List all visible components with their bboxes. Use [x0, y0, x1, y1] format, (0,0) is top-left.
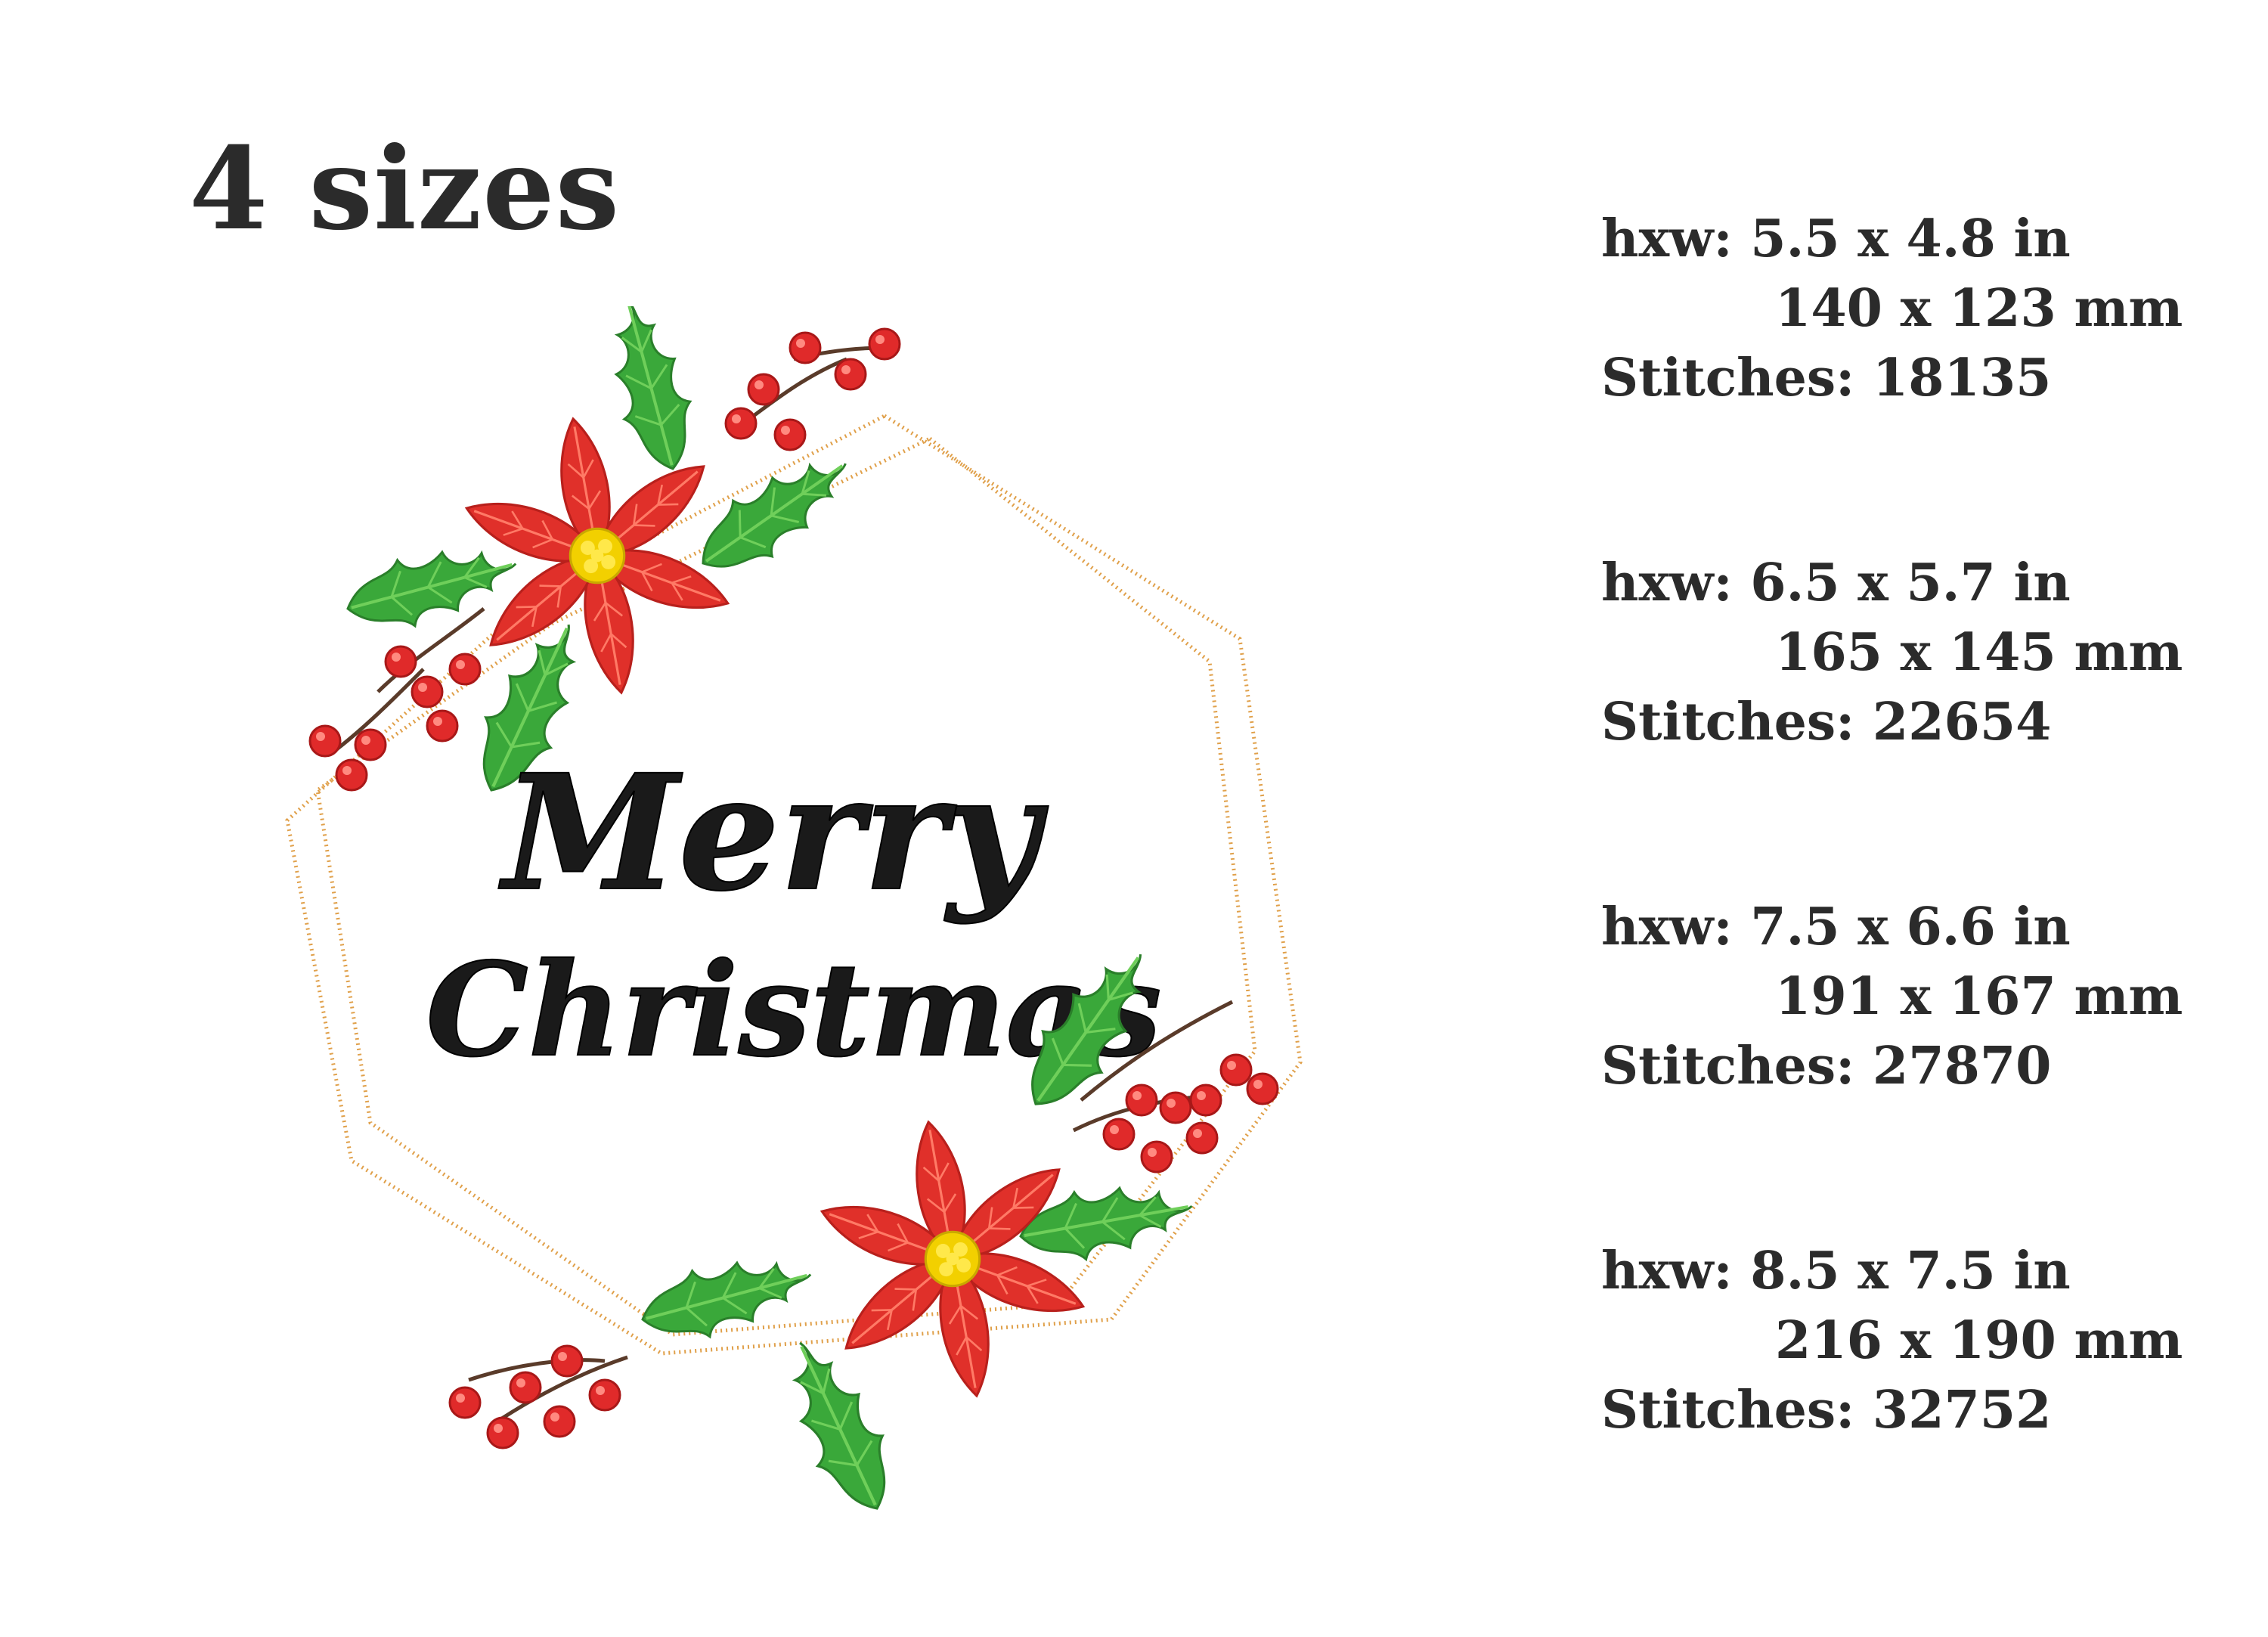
- page-title: 4 sizes: [189, 122, 621, 256]
- top-poinsettia-cluster: [308, 290, 901, 805]
- size-1-stitches: Stitches: 18135: [1601, 348, 2052, 408]
- size-1-hxw: hxw: 5.5 x 4.8 in: [1601, 209, 2071, 269]
- size-3-stitches: Stitches: 27870: [1601, 1036, 2052, 1096]
- size-4-stitches: Stitches: 32752: [1601, 1380, 2052, 1440]
- size-2-stitches: Stitches: 22654: [1601, 692, 2052, 752]
- size-3-hxw: hxw: 7.5 x 6.6 in: [1601, 897, 2071, 957]
- lettering-merry: Merry: [498, 739, 1049, 926]
- size-2-mm: 165 x 145 mm: [1775, 622, 2183, 683]
- gold-hexagon-frame: [285, 414, 1303, 1356]
- size-4-hxw: hxw: 8.5 x 7.5 in: [1601, 1241, 2071, 1301]
- size-2-hxw: hxw: 6.5 x 5.7 in: [1601, 553, 2071, 613]
- bottom-poinsettia-cluster: [448, 934, 1279, 1516]
- size-option-1: hxw: 5.5 x 4.8 in 140 x 123 mm Stitches:…: [1601, 204, 2244, 413]
- size-option-2: hxw: 6.5 x 5.7 in 165 x 145 mm Stitches:…: [1601, 548, 2244, 757]
- size-3-mm: 191 x 167 mm: [1775, 966, 2183, 1027]
- size-4-mm: 216 x 190 mm: [1775, 1310, 2183, 1371]
- size-option-4: hxw: 8.5 x 7.5 in 216 x 190 mm Stitches:…: [1601, 1236, 2244, 1445]
- embroidery-design-preview: Merry Christmas: [249, 290, 1331, 1516]
- size-1-mm: 140 x 123 mm: [1775, 278, 2183, 339]
- size-option-3: hxw: 7.5 x 6.6 in 191 x 167 mm Stitches:…: [1601, 892, 2244, 1101]
